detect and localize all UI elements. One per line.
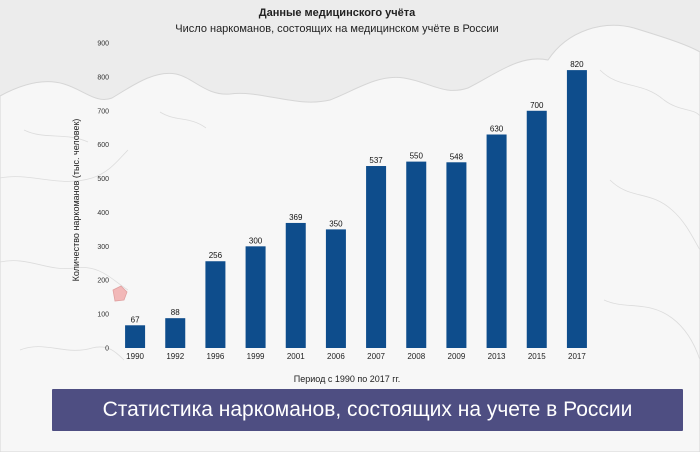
x-axis-ticks: 1990 1992 1996 1999 2001 2006 2007 2008 2009 2013… bbox=[126, 352, 586, 361]
y-tick-label: 700 bbox=[97, 108, 109, 115]
y-tick-label: 900 bbox=[97, 41, 109, 48]
y-tick-label: 500 bbox=[97, 176, 109, 183]
y-tick-label: 400 bbox=[97, 210, 109, 217]
bar-1992 bbox=[165, 318, 186, 348]
y-axis-label: Количество наркоманов (тыс. человек) bbox=[71, 119, 81, 282]
y-axis-ticks: 0 100 200 300 400 500 600 700 800 900 bbox=[97, 41, 109, 353]
value-label-2008: 550 bbox=[410, 152, 424, 161]
y-tick-label: 200 bbox=[97, 278, 109, 285]
value-label-1992: 88 bbox=[171, 308, 180, 317]
caption-banner: Статистика наркоманов, состоящих на учет… bbox=[52, 389, 683, 431]
x-tick-label-1990: 1990 bbox=[126, 352, 144, 361]
y-tick-label: 300 bbox=[97, 244, 109, 251]
y-tick-label: 0 bbox=[105, 346, 109, 353]
y-tick-label: 800 bbox=[97, 74, 109, 81]
x-tick-label-1999: 1999 bbox=[247, 352, 265, 361]
value-label-2007: 537 bbox=[369, 156, 383, 165]
x-tick-label-1992: 1992 bbox=[166, 352, 184, 361]
bar-2008 bbox=[406, 161, 427, 348]
x-tick-label-2001: 2001 bbox=[287, 352, 305, 361]
bar-series bbox=[125, 70, 587, 349]
value-label-2009: 548 bbox=[450, 152, 464, 161]
x-tick-label-2017: 2017 bbox=[568, 352, 586, 361]
x-axis-label: Период с 1990 по 2017 гг. bbox=[294, 374, 400, 384]
value-label-2001: 369 bbox=[289, 213, 303, 222]
bar-2001 bbox=[285, 222, 306, 348]
x-tick-label-2006: 2006 bbox=[327, 352, 345, 361]
x-tick-label-1996: 1996 bbox=[207, 352, 225, 361]
bar-2017 bbox=[566, 70, 587, 348]
y-tick-label: 600 bbox=[97, 142, 109, 149]
x-tick-label-2013: 2013 bbox=[488, 352, 506, 361]
bar-1999 bbox=[245, 246, 266, 348]
x-tick-label-2007: 2007 bbox=[367, 352, 385, 361]
x-tick-label-2008: 2008 bbox=[407, 352, 425, 361]
bar-2009 bbox=[446, 162, 467, 348]
bar-2007 bbox=[366, 166, 387, 348]
chart-title: Данные медицинского учёта bbox=[259, 7, 416, 19]
value-label-2006: 350 bbox=[329, 219, 343, 228]
chart-subtitle: Число наркоманов, состоящих на медицинск… bbox=[175, 23, 498, 35]
y-tick-label: 100 bbox=[97, 312, 109, 319]
value-label-1990: 67 bbox=[131, 315, 140, 324]
x-tick-label-2009: 2009 bbox=[448, 352, 466, 361]
value-label-1996: 256 bbox=[209, 251, 223, 260]
value-label-2013: 630 bbox=[490, 125, 504, 134]
value-label-2015: 700 bbox=[530, 101, 544, 110]
bar-2015 bbox=[526, 110, 547, 349]
highlighted-region bbox=[112, 285, 128, 302]
bar-1996 bbox=[205, 261, 226, 348]
x-tick-label-2015: 2015 bbox=[528, 352, 546, 361]
value-label-1999: 300 bbox=[249, 236, 263, 245]
value-label-2017: 820 bbox=[570, 60, 584, 69]
bar-1990 bbox=[125, 325, 146, 348]
bar-2013 bbox=[486, 134, 507, 348]
bar-2006 bbox=[325, 229, 346, 348]
value-labels: 67 88 256 300 369 350 537 550 548 630 700 820 bbox=[131, 60, 585, 324]
